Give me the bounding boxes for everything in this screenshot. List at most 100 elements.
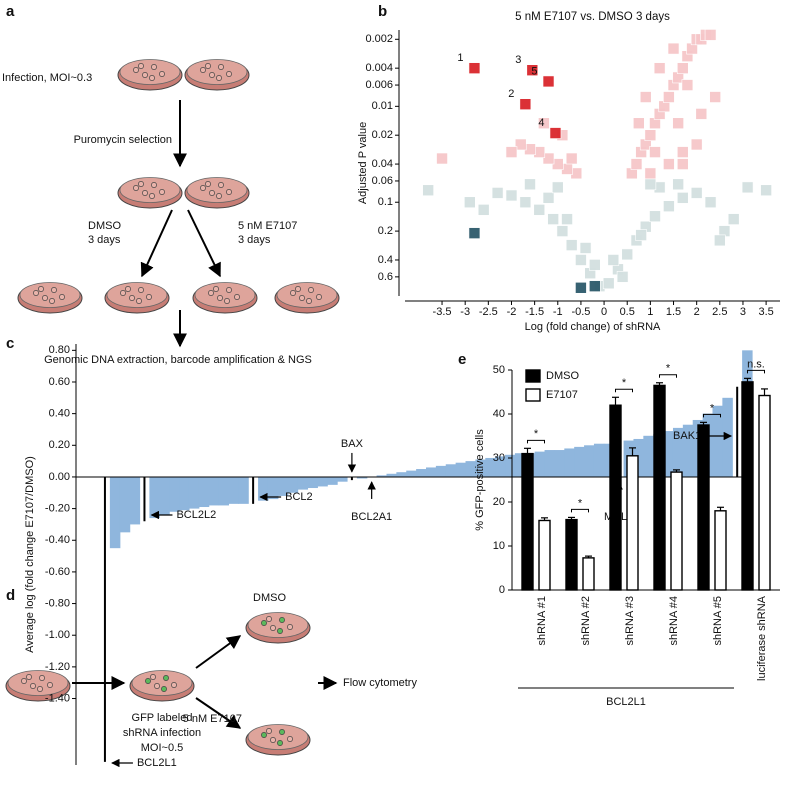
cell [279, 729, 285, 735]
bar [119, 476, 131, 533]
point [551, 181, 564, 194]
bar [327, 476, 338, 485]
y-tick-label: 0.2 [378, 225, 393, 237]
cell [154, 683, 160, 689]
label: DMSO [88, 220, 121, 232]
cell [26, 674, 32, 680]
point [556, 225, 569, 237]
bar [386, 473, 397, 477]
bar [554, 450, 565, 477]
error-bar [585, 555, 592, 558]
point [621, 248, 634, 261]
cell [125, 286, 131, 292]
bar [670, 471, 683, 591]
point [579, 242, 592, 254]
point [538, 117, 550, 130]
bar [603, 443, 615, 477]
x-tick-label: 3.5 [758, 306, 773, 318]
bar [159, 476, 170, 515]
y-tick-label: 40 [493, 408, 505, 420]
cell [149, 75, 155, 81]
y-tick-label: 50 [493, 364, 505, 376]
bar [149, 476, 160, 519]
bar [544, 450, 556, 477]
point [549, 127, 562, 139]
point [639, 91, 652, 103]
bar [179, 476, 190, 511]
point [589, 280, 601, 292]
error-bar [524, 447, 531, 454]
bar [564, 448, 575, 477]
cell [59, 294, 65, 300]
bar [426, 467, 437, 477]
label: Infection, MOI~0.3 [2, 72, 92, 84]
point [616, 271, 629, 283]
point [542, 192, 555, 204]
x-tick-label: luciferase shRNA [756, 595, 768, 681]
x-tick-label: shRNA #1 [536, 596, 548, 646]
bar [416, 469, 427, 477]
point [491, 187, 504, 199]
label: GFP labeled [132, 712, 193, 724]
x-axis-label: Log (fold change) of shRNA [525, 321, 661, 333]
error-bar [656, 382, 663, 386]
dish-medium [186, 59, 248, 85]
point [422, 184, 434, 197]
bar [129, 476, 141, 525]
cell [151, 182, 157, 188]
bar [712, 405, 723, 477]
cell [146, 294, 152, 300]
x-tick-label: -3.5 [433, 306, 452, 318]
cell [290, 290, 296, 296]
legend-label: DMSO [546, 370, 579, 382]
dish-medium [119, 59, 181, 85]
point [542, 152, 555, 165]
point [649, 146, 661, 158]
cell [150, 674, 156, 680]
y-tick-label: 0.02 [372, 129, 393, 141]
label: Genomic DNA extraction, barcode amplific… [44, 354, 312, 366]
point [714, 234, 726, 247]
cell [161, 686, 167, 692]
bar [714, 510, 727, 591]
dish-medium [247, 724, 309, 750]
point [760, 184, 772, 197]
point [676, 62, 689, 74]
point-label: 5 [531, 65, 537, 77]
cell [47, 682, 53, 688]
cell [226, 287, 232, 293]
y-tick-label: 10 [493, 540, 505, 552]
point [630, 158, 643, 170]
point [436, 152, 448, 165]
cell [159, 71, 165, 77]
cell [149, 193, 155, 199]
point [575, 254, 587, 266]
cell [129, 295, 135, 301]
x-tick-label: -3 [460, 306, 470, 318]
significance-bracket [659, 374, 677, 378]
bar [758, 394, 771, 591]
point-label: 4 [538, 117, 544, 129]
point [667, 42, 680, 55]
point [635, 229, 647, 241]
cell [279, 617, 285, 623]
cell [39, 675, 45, 681]
legend-label: E7107 [546, 389, 578, 401]
cell [216, 193, 222, 199]
point [676, 158, 689, 170]
cell [120, 290, 126, 296]
point [524, 178, 536, 191]
cell [38, 286, 44, 292]
cell [205, 63, 211, 69]
y-axis-label: Adjusted P value [357, 122, 369, 204]
cell [208, 290, 214, 296]
bar [356, 476, 368, 479]
cell [42, 295, 48, 301]
point [514, 138, 527, 151]
point [464, 196, 476, 209]
bar [435, 465, 447, 477]
label: 5 nM E7107 [238, 220, 297, 232]
cell [159, 189, 165, 195]
point [653, 62, 666, 74]
dish-medium [194, 282, 256, 308]
